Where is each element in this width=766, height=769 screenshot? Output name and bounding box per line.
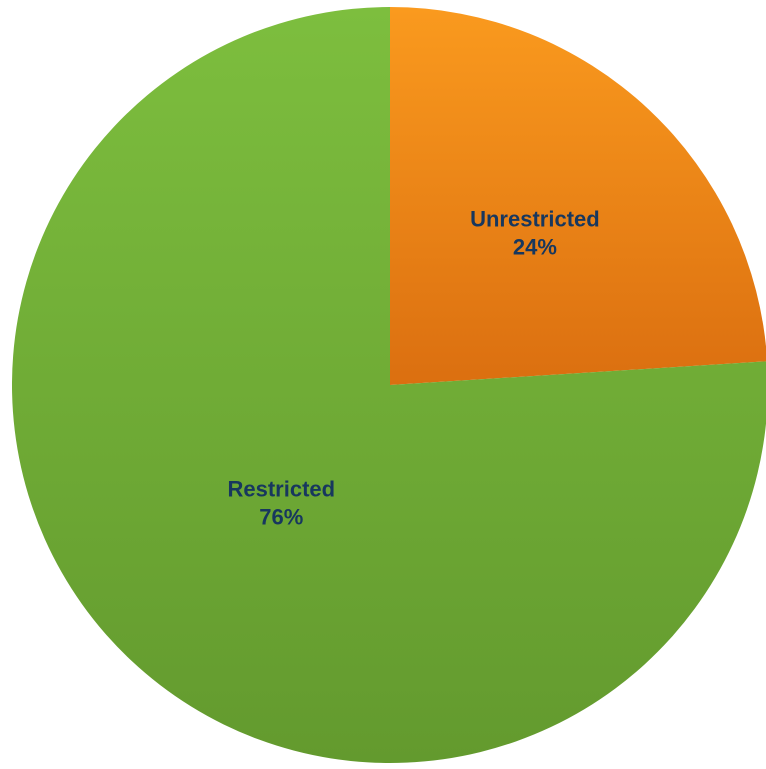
slices-layer: [12, 7, 766, 763]
slice-category-label: Unrestricted: [470, 207, 600, 232]
labels-layer: Unrestricted 24% Restricted 76%: [228, 207, 600, 530]
pie-slice-restricted: [12, 7, 766, 763]
slice-category-label: Restricted: [228, 477, 336, 502]
pie-slice-unrestricted: [390, 7, 766, 385]
slice-percent-label: 24%: [513, 235, 557, 260]
data-label-restricted: Restricted 76%: [228, 477, 336, 530]
slice-percent-label: 76%: [259, 505, 303, 530]
data-label-unrestricted: Unrestricted 24%: [470, 207, 600, 260]
